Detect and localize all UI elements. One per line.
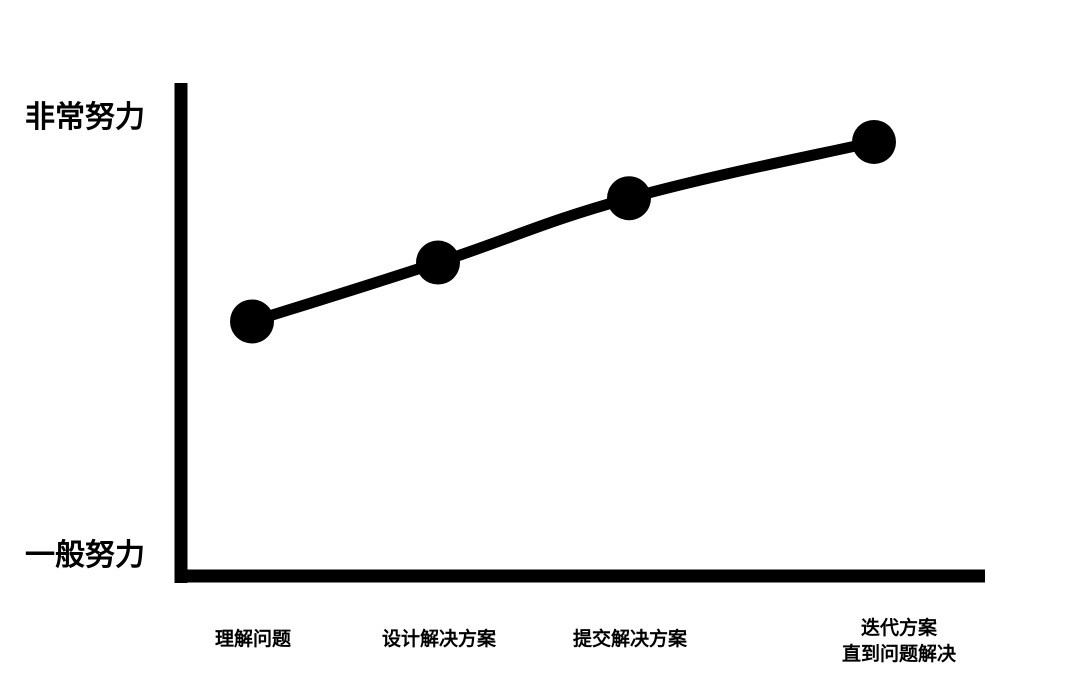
x-tick-label-3: 提交解决方案: [573, 627, 688, 650]
data-points: [230, 119, 896, 344]
chart-axes: [174, 83, 985, 583]
x-tick-label-4-line-1: 迭代方案: [861, 616, 938, 639]
x-tick-label-1: 理解问题: [215, 627, 291, 650]
series-line: [246, 136, 880, 327]
y-tick-label-top: 非常努力: [25, 100, 145, 135]
y-tick-label-bottom: 一般努力: [25, 538, 145, 573]
data-point-4: [852, 119, 896, 164]
x-tick-label-4-line-2: 直到问题解决: [842, 642, 957, 665]
data-point-3: [607, 176, 651, 221]
data-point-1: [230, 299, 274, 344]
data-point-2: [416, 240, 460, 285]
x-tick-label-2: 设计解决方案: [382, 627, 497, 650]
